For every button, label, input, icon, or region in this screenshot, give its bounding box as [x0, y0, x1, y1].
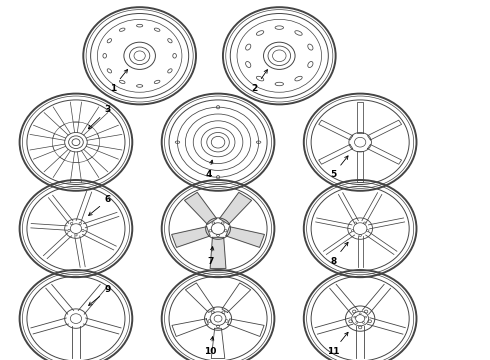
Polygon shape: [185, 192, 217, 224]
Text: 4: 4: [205, 160, 213, 179]
Text: 6: 6: [89, 195, 111, 215]
Text: 3: 3: [88, 105, 111, 129]
Polygon shape: [220, 192, 251, 224]
Text: 9: 9: [89, 285, 111, 305]
Text: 1: 1: [110, 69, 127, 93]
Polygon shape: [172, 227, 210, 247]
Text: 10: 10: [204, 337, 217, 356]
Text: 11: 11: [327, 332, 348, 356]
Text: 5: 5: [330, 156, 348, 179]
Polygon shape: [210, 237, 226, 269]
Text: 2: 2: [252, 70, 268, 93]
Text: 7: 7: [207, 247, 214, 265]
Polygon shape: [226, 227, 265, 247]
Text: 8: 8: [330, 242, 348, 265]
